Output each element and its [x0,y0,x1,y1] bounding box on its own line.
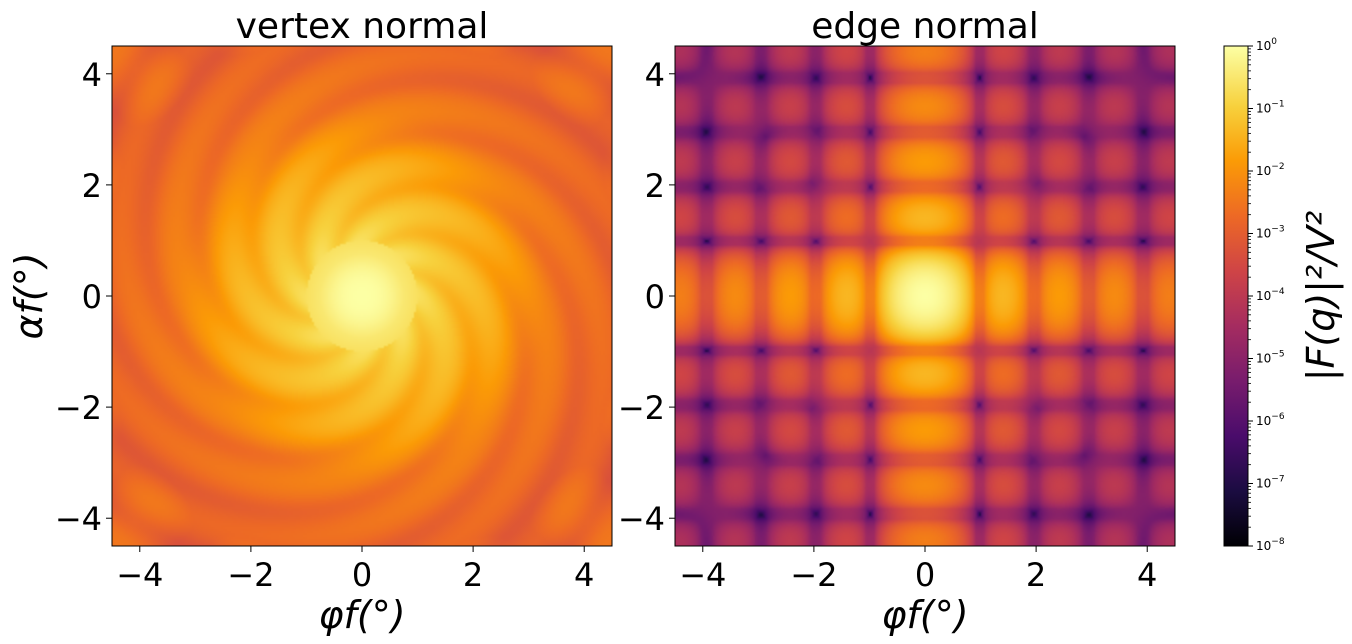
y-tick-label: 2 [82,167,102,205]
y-tick-label: 4 [645,56,665,94]
x-tick-label: −2 [227,556,274,594]
y-tick-label: 0 [645,278,665,316]
x-tick-label: −2 [790,556,837,594]
x-tick-label: 4 [574,556,594,594]
y-tick-label: 0 [82,278,102,316]
colorbar-tick-label: 10−8 [1256,537,1285,553]
x-axis-label: φf(°) [881,593,968,637]
y-axis-label: αf(°) [7,252,51,339]
x-tick-label: −4 [116,556,163,594]
colorbar-label: |F(q)|²/V² [1299,211,1344,382]
colorbar-tick-label: 10−5 [1256,350,1285,366]
x-tick-label: 0 [352,556,372,594]
y-tick-label: −4 [55,500,102,538]
chart-title: vertex normal [236,6,489,47]
panel-vertex-normal: vertex normal −4 −2 0 2 4 −4 −2 0 2 4 φf(°) αf(°) [7,6,613,637]
colorbar-gradient [1223,45,1249,547]
heatmap-edge [675,46,1175,546]
y-tick-label: −2 [618,389,665,427]
colorbar: 100 10−1 10−2 10−3 10−4 10−5 10−6 10−7 10−8 |F(q… [1223,37,1344,553]
y-tick-label: 2 [645,167,665,205]
axes-vertex: −4 −2 0 2 4 −4 −2 0 2 4 [55,56,595,594]
x-tick-label: 2 [463,556,483,594]
colorbar-tick-label: 10−4 [1256,287,1285,303]
panel-edge-normal: edge normal −4 −2 0 2 4 −4 −2 0 2 4 φf(°) [618,6,1176,637]
x-tick-label: 4 [1137,556,1157,594]
heatmap-vertex [112,46,612,546]
x-tick-label: 0 [915,556,935,594]
y-tick-label: 4 [82,56,102,94]
colorbar-tick-label: 10−7 [1256,475,1285,491]
x-tick-label: −4 [679,556,726,594]
colorbar-ticks: 100 10−1 10−2 10−3 10−4 10−5 10−6 10−7 10−8 [1248,37,1285,553]
axes-edge: −4 −2 0 2 4 −4 −2 0 2 4 [618,56,1158,594]
y-tick-label: −4 [618,500,665,538]
colorbar-tick-label: 10−2 [1256,162,1285,178]
colorbar-tick-label: 10−6 [1256,412,1285,428]
chart-title: edge normal [811,6,1039,47]
colorbar-tick-label: 10−1 [1256,100,1285,116]
y-tick-label: −2 [55,389,102,427]
colorbar-tick-label: 10−3 [1256,225,1285,241]
x-axis-label: φf(°) [318,593,405,637]
colorbar-tick-label: 100 [1256,37,1277,53]
x-tick-label: 2 [1026,556,1046,594]
